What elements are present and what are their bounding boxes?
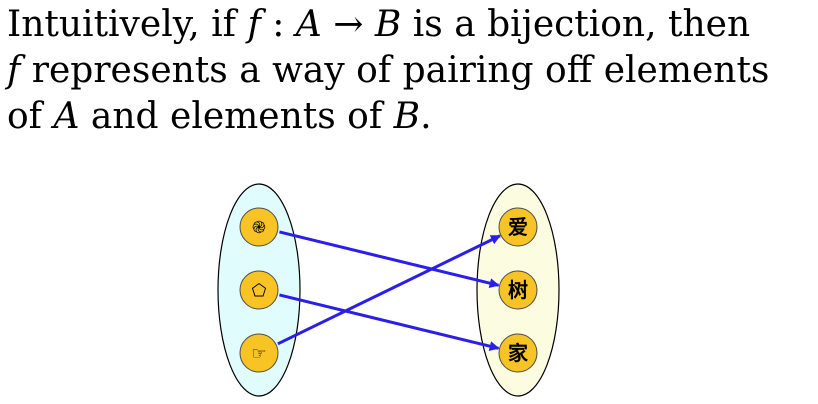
element-circle [239,207,279,247]
element-circle [498,270,538,310]
set-b-symbol: B [374,4,402,45]
set_a-element-hand: ☞ [239,333,279,373]
pentagon-icon: ⬠ [252,281,267,301]
element-character: 爱 [508,215,528,239]
set_b-element-tree: 树 [498,270,538,310]
set_b-element-love: 爱 [498,207,538,247]
spiral-icon: ֎ [252,218,266,238]
set_a-element-pentagon: ⬠ [239,270,279,310]
line-2: f represents a way of pairing off elemen… [7,50,770,91]
element-circle [239,333,279,373]
arrows [277,230,501,352]
function-f: f [247,4,261,45]
set-b-symbol: B [393,96,421,137]
function-f: f [7,50,21,91]
line-1: Intuitively, if f : A → B is a bijection… [7,4,751,45]
pointing-hand-icon: ☞ [251,344,266,364]
set_b-element-home: 家 [498,333,538,373]
arrow-pentagon-to-home [279,293,500,352]
element-character: 家 [508,341,529,365]
element-circle [498,333,538,373]
set-a-symbol: A [295,4,322,45]
set-b-elements: 爱树家 [498,207,538,373]
maps-to-arrow: → [321,4,375,45]
element-circle [239,270,279,310]
element-character: 树 [508,278,528,302]
arrow-spiral-to-tree [279,230,500,289]
line-3: of A and elements of B. [7,96,432,137]
set-a-elements: ֎ ⬠ ☞ [239,207,279,373]
element-circle [498,207,538,247]
slide-text: Intuitively, if f : A → B is a bijection… [7,2,815,140]
arrow-hand-to-love [277,234,501,346]
set_a-element-spiral: ֎ [239,207,279,247]
set-a-symbol: A [53,96,80,137]
